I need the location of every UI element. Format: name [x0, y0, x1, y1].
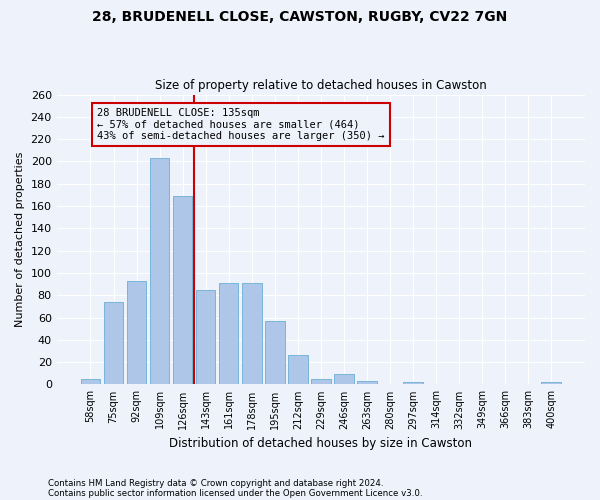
Bar — [334, 374, 353, 384]
Bar — [288, 356, 308, 384]
Y-axis label: Number of detached properties: Number of detached properties — [15, 152, 25, 327]
Bar — [127, 280, 146, 384]
Text: Contains HM Land Registry data © Crown copyright and database right 2024.: Contains HM Land Registry data © Crown c… — [48, 478, 383, 488]
Bar — [242, 283, 262, 384]
Bar — [265, 321, 284, 384]
Text: 28 BRUDENELL CLOSE: 135sqm
← 57% of detached houses are smaller (464)
43% of sem: 28 BRUDENELL CLOSE: 135sqm ← 57% of deta… — [97, 108, 385, 141]
Bar — [357, 381, 377, 384]
Bar — [196, 290, 215, 384]
Bar — [80, 379, 100, 384]
Bar — [219, 283, 238, 384]
Bar — [173, 196, 193, 384]
Text: Contains public sector information licensed under the Open Government Licence v3: Contains public sector information licen… — [48, 488, 422, 498]
Title: Size of property relative to detached houses in Cawston: Size of property relative to detached ho… — [155, 79, 487, 92]
Bar — [541, 382, 561, 384]
Text: 28, BRUDENELL CLOSE, CAWSTON, RUGBY, CV22 7GN: 28, BRUDENELL CLOSE, CAWSTON, RUGBY, CV2… — [92, 10, 508, 24]
Bar — [403, 382, 423, 384]
Bar — [311, 379, 331, 384]
X-axis label: Distribution of detached houses by size in Cawston: Distribution of detached houses by size … — [169, 437, 472, 450]
Bar — [150, 158, 169, 384]
Bar — [104, 302, 123, 384]
